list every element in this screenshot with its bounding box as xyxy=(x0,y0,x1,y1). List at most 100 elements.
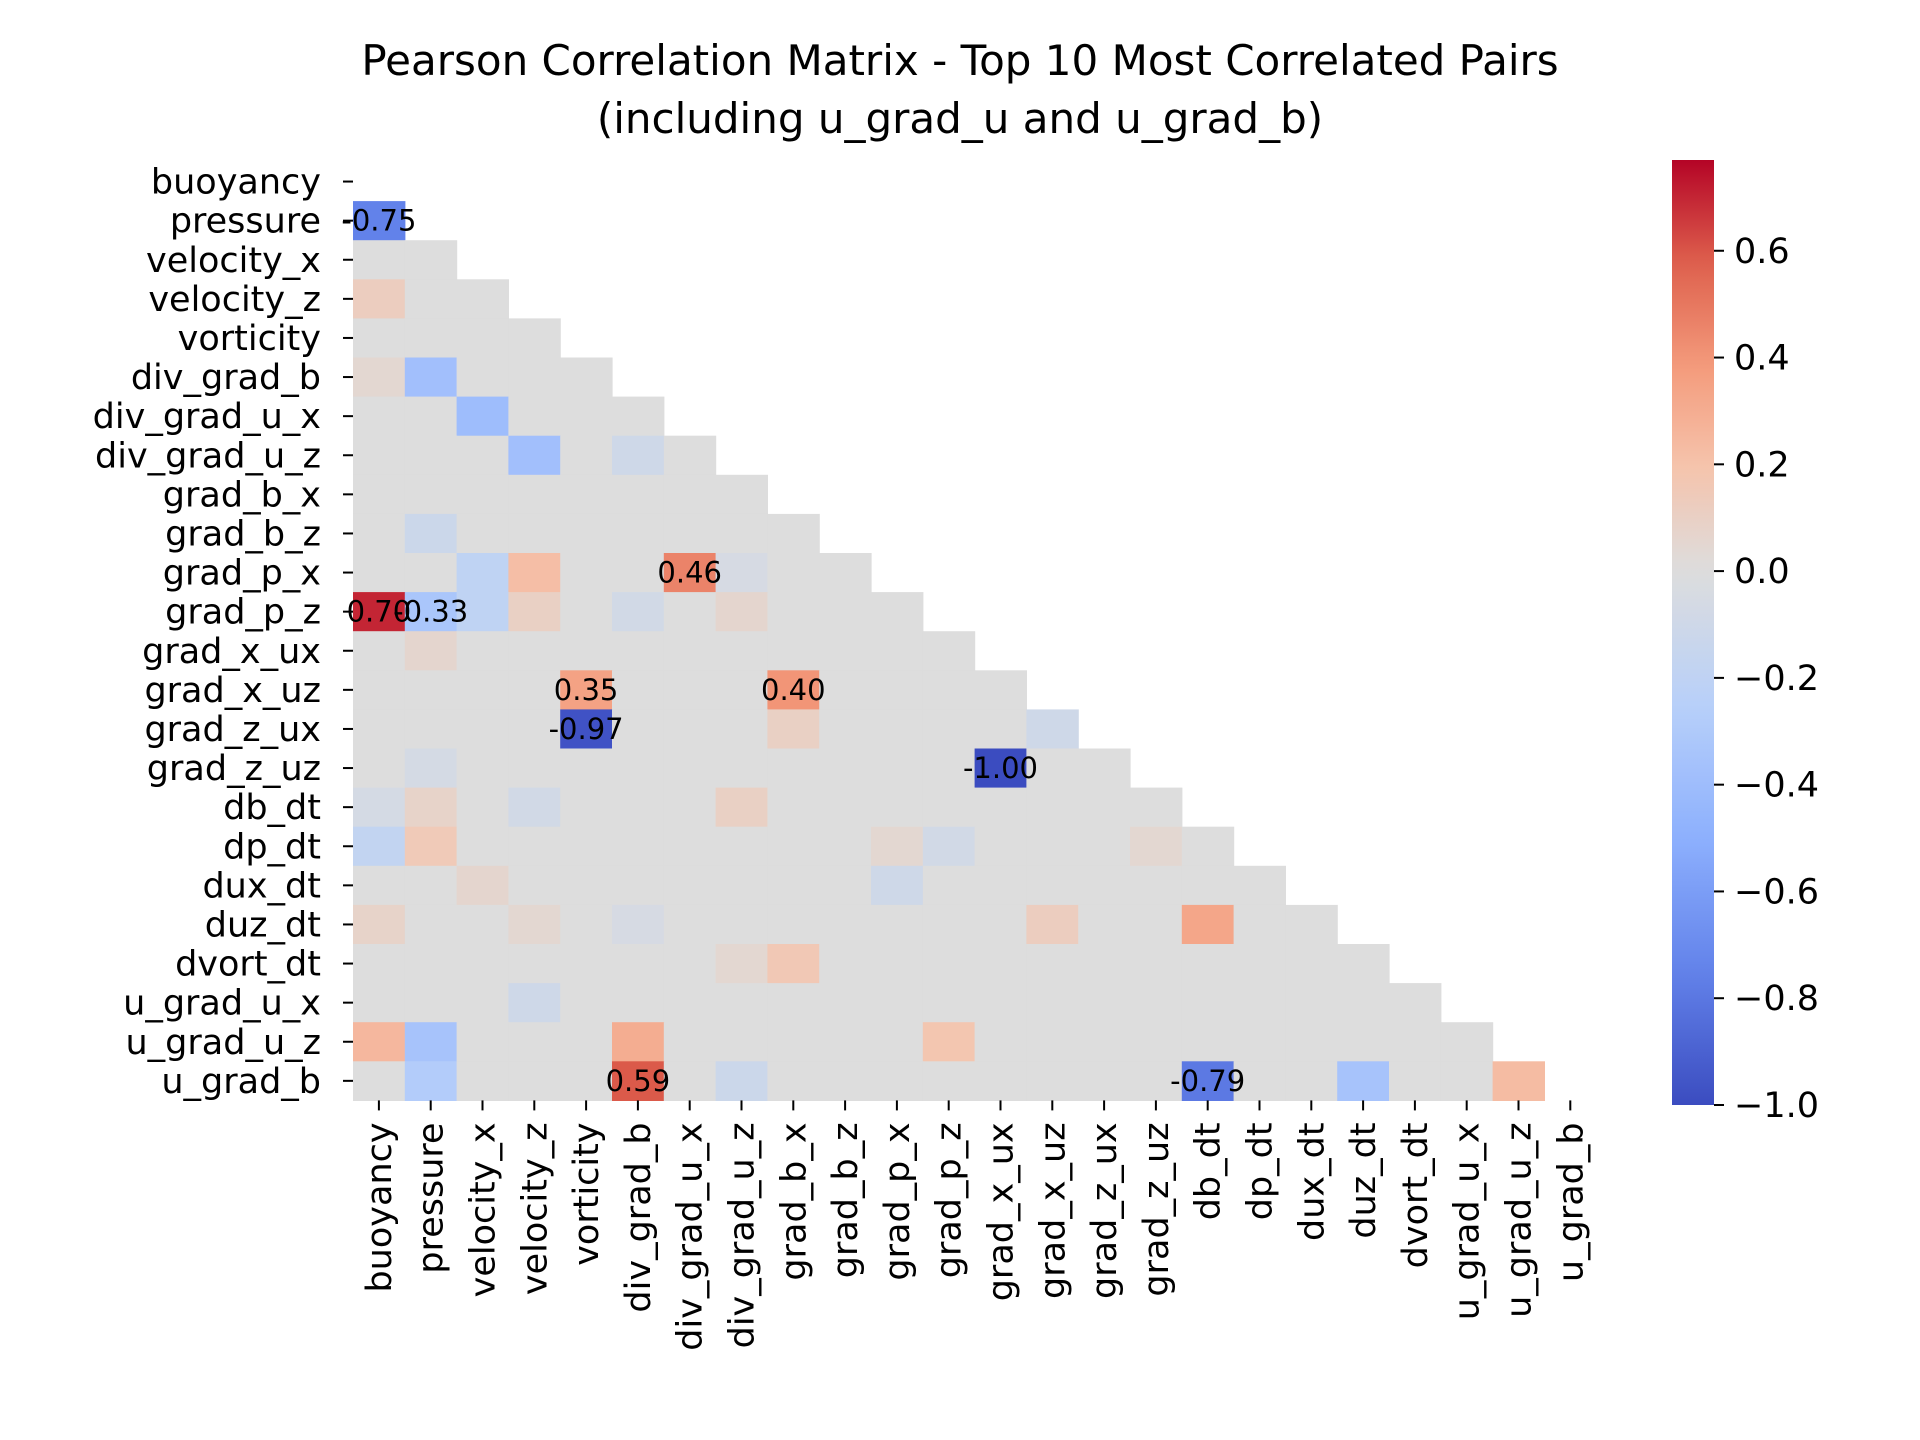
heatmap-cell xyxy=(1130,944,1183,984)
heatmap-cell xyxy=(922,904,976,945)
y-tick-label: grad_b_x xyxy=(163,475,321,515)
heatmap-cell xyxy=(508,787,561,828)
heatmap-cell xyxy=(353,201,406,241)
heatmap-cell xyxy=(456,904,509,945)
heatmap-cell xyxy=(456,709,509,750)
heatmap-cell xyxy=(508,631,561,671)
heatmap-cell xyxy=(404,1022,458,1062)
heatmap-cell xyxy=(560,1061,613,1101)
y-tick-label: duz_dt xyxy=(205,905,321,945)
heatmap-cell xyxy=(767,670,820,710)
x-tick-label: db_dt xyxy=(1189,1122,1229,1220)
y-tick-label: dux_dt xyxy=(202,866,321,906)
heatmap-cell xyxy=(715,865,768,906)
heatmap-cell xyxy=(1130,983,1183,1023)
colorbar-tick-label: −0.6 xyxy=(1734,872,1819,912)
heatmap-cell xyxy=(1233,904,1286,945)
heatmap-cell xyxy=(456,279,509,319)
heatmap-cell xyxy=(819,944,872,984)
heatmap-cell xyxy=(404,709,458,750)
heatmap-cell xyxy=(974,904,1027,945)
y-tick-label: grad_z_uz xyxy=(147,749,321,789)
y-tick-label: dvort_dt xyxy=(175,945,321,985)
heatmap-cell xyxy=(560,787,613,828)
heatmap-cell xyxy=(1233,1061,1286,1101)
colorbar-tick-label: 0.2 xyxy=(1734,445,1790,485)
heatmap-cell xyxy=(871,592,924,632)
heatmap-cell xyxy=(1026,865,1079,906)
x-tick-label: buoyancy xyxy=(360,1122,400,1292)
heatmap-cell xyxy=(819,631,872,671)
y-tick-label: velocity_z xyxy=(148,280,321,320)
heatmap-cell xyxy=(871,1022,924,1062)
heatmap-cell xyxy=(767,631,820,671)
heatmap-cell xyxy=(612,1022,665,1062)
heatmap-cell xyxy=(1181,1022,1235,1062)
heatmap-cell xyxy=(612,865,665,906)
heatmap-cell xyxy=(922,748,976,789)
heatmap-cell xyxy=(871,904,924,945)
x-tick-label: vorticity xyxy=(567,1122,607,1265)
heatmap-cell xyxy=(612,435,665,476)
heatmap-cell xyxy=(612,553,665,593)
x-tick-label: grad_b_z xyxy=(826,1122,866,1278)
heatmap-cell xyxy=(1285,944,1338,984)
cell-annotation: 0.35 xyxy=(554,673,619,707)
heatmap-cell xyxy=(663,1022,717,1062)
cell-annotation: 0.70 xyxy=(347,595,412,629)
heatmap-cell xyxy=(767,826,820,867)
heatmap-cell xyxy=(404,240,458,280)
heatmap-cell xyxy=(1130,865,1183,906)
heatmap-cell xyxy=(353,240,406,280)
y-tick-label: db_dt xyxy=(223,788,321,828)
heatmap-cell xyxy=(612,474,665,515)
heatmap-cell xyxy=(353,396,406,437)
heatmap-cell xyxy=(508,592,561,632)
heatmap-cell xyxy=(1337,1022,1390,1062)
heatmap-cell xyxy=(1181,826,1235,867)
cell-annotation: 0.59 xyxy=(606,1064,671,1098)
heatmap-cell xyxy=(715,787,768,828)
heatmap-cell xyxy=(1130,904,1183,945)
heatmap-cell xyxy=(560,709,613,750)
heatmap-cell xyxy=(456,670,509,710)
heatmap-cell xyxy=(663,944,717,984)
heatmap-cell xyxy=(715,983,768,1023)
cell-annotations: -0.75 0.46 0.70-0.33 0.35 0.40 -0.97 -1.00 0.59… xyxy=(341,204,1245,1098)
heatmap-cell xyxy=(663,748,717,789)
heatmap-cell xyxy=(612,709,665,750)
heatmap-cell xyxy=(560,592,613,632)
heatmap-cell xyxy=(404,631,458,671)
heatmap-cell xyxy=(560,631,613,671)
heatmap-cell xyxy=(404,826,458,867)
heatmap-cell xyxy=(663,983,717,1023)
heatmap-cell xyxy=(560,670,613,710)
heatmap-cell xyxy=(819,865,872,906)
heatmap-cell xyxy=(404,435,458,476)
heatmap-cell xyxy=(404,592,458,632)
x-tick-label: grad_b_x xyxy=(774,1122,814,1280)
colorbar-tick-label: −1.0 xyxy=(1734,1086,1819,1126)
heatmap-cell xyxy=(871,944,924,984)
heatmap-cell xyxy=(663,709,717,750)
heatmap-cell xyxy=(922,983,976,1023)
heatmap-cell xyxy=(1285,1061,1338,1101)
heatmap-cell xyxy=(1285,983,1338,1023)
y-tick-label: grad_p_x xyxy=(163,554,321,594)
heatmap-cell xyxy=(456,826,509,867)
heatmap-cell xyxy=(1389,983,1442,1023)
heatmap-cell xyxy=(353,748,406,789)
heatmap-cell xyxy=(767,944,820,984)
heatmap-cell xyxy=(508,435,561,476)
heatmap-cell xyxy=(715,592,768,632)
cell-annotation: -0.97 xyxy=(549,712,624,746)
x-tick-label: velocity_x xyxy=(464,1122,504,1297)
colorbar-tick-label: −0.4 xyxy=(1734,766,1819,806)
heatmap-cell xyxy=(922,944,976,984)
heatmap-cell xyxy=(819,748,872,789)
heatmap-cell xyxy=(767,1022,820,1062)
y-tick-label: grad_b_z xyxy=(165,514,321,554)
x-axis: buoyancy pressure velocity_x velocity_z vort… xyxy=(360,1100,1591,1351)
heatmap-cell xyxy=(715,670,768,710)
